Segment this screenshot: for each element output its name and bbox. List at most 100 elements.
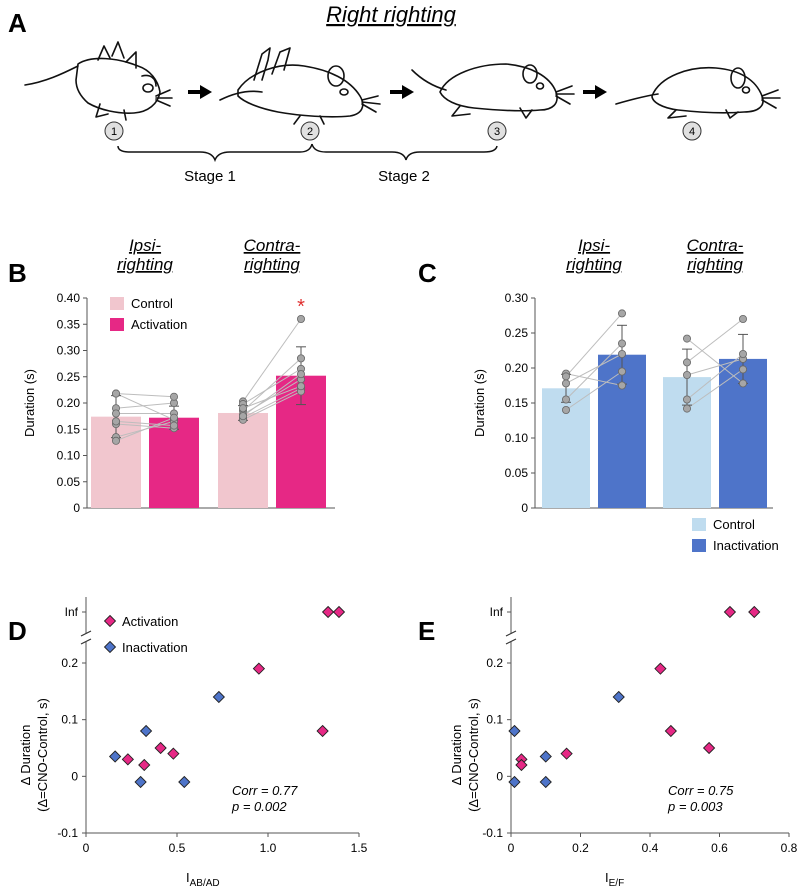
legend-label: Control: [713, 517, 755, 532]
x-axis-label: IE/F: [605, 870, 624, 888]
group-header: righting: [244, 255, 300, 274]
pair-line: [565, 313, 623, 377]
arrow-icon: [583, 85, 607, 99]
point-activation: [316, 724, 329, 738]
step-badge-2: 2: [300, 121, 320, 141]
y-tick-label: 0.40: [57, 291, 81, 305]
point-activation: [252, 662, 266, 675]
correlation-label: Corr = 0.77: [232, 783, 298, 798]
axis-break: [80, 638, 92, 645]
point-activation: [664, 724, 677, 738]
data-point: [683, 395, 692, 404]
panel-a-title: Right righting: [326, 2, 456, 27]
pair-line: [115, 393, 175, 421]
data-point: [562, 395, 571, 404]
point-activation: [167, 747, 180, 760]
legend-marker: [103, 614, 117, 628]
chart-c: 0 0.05 0.10 0.15 0.20 0.25 0.30 Duration (s) Ips…: [472, 236, 779, 553]
y-tick-label: 0.15: [505, 396, 529, 410]
y-tick-label: 0.10: [505, 431, 529, 445]
pair-line: [565, 373, 623, 386]
y-tick-label: 0: [73, 501, 80, 515]
pair-line: [242, 387, 302, 419]
chart-e: -0.1 0 0.1 0.2 Inf 0 0.2 0.4 0.6 0.8 IE/F Δ Duratio…: [449, 597, 798, 888]
x-axis-label-sub: AB/AD: [190, 878, 220, 888]
data-point: [739, 365, 748, 374]
significance-star: *: [297, 296, 305, 318]
group-header: righting: [566, 255, 622, 274]
legend-marker: [103, 640, 117, 654]
step-number: 2: [307, 126, 313, 138]
mouse-illustration-2: [219, 47, 381, 125]
bar-control: [218, 412, 268, 508]
bar-activation: [149, 417, 199, 508]
mouse-illustration-1: [24, 41, 173, 121]
mouse-illustration-3: [411, 63, 575, 119]
y-tick-label: 0.2: [486, 656, 503, 670]
group-header: righting: [117, 255, 173, 274]
point-activation: [560, 747, 573, 760]
data-point: [562, 405, 571, 414]
legend-label: Activation: [122, 614, 178, 629]
step-badge-3: 3: [487, 121, 507, 141]
y-axis-label: Δ Duration: [18, 725, 33, 786]
pair-line: [242, 391, 302, 421]
point-activation: [515, 758, 528, 772]
x-tick-label: 0: [508, 841, 515, 855]
data-point: [238, 404, 247, 413]
x-tick-label: 0.8: [781, 841, 798, 855]
point-inactivation: [539, 750, 552, 763]
point-activation: [121, 753, 134, 766]
stage-2-brace: [311, 143, 498, 161]
correlation-label: Corr = 0.75: [668, 783, 734, 798]
axis-break: [80, 630, 92, 637]
data-point: [683, 358, 692, 367]
y-tick-label: 0.10: [57, 449, 81, 463]
y-tick-label: 0.1: [61, 713, 78, 727]
group-header: Ipsi-: [129, 236, 161, 255]
y-axis-label: Duration (s): [472, 369, 487, 437]
pair-line: [242, 385, 302, 409]
legend-swatch: [692, 539, 706, 552]
step-number: 3: [494, 126, 500, 138]
y-tick-label: 0.15: [57, 422, 81, 436]
legend-label: Inactivation: [713, 538, 779, 553]
data-point: [739, 349, 748, 358]
pair-line: [242, 318, 302, 402]
y-axis-label: Duration (s): [22, 369, 37, 437]
point-activation: [654, 662, 667, 675]
pair-line: [686, 368, 744, 410]
y-tick-label: 0: [521, 501, 528, 515]
legend-label: Control: [131, 296, 173, 311]
axis-break: [505, 638, 517, 645]
pair-line: [565, 343, 623, 400]
pair-line: [686, 318, 744, 363]
pair-line: [115, 417, 175, 442]
p-value-label: p = 0.003: [667, 799, 723, 814]
data-point: [112, 409, 121, 418]
arrow-icon: [390, 85, 414, 99]
data-point: [683, 334, 692, 343]
y-tick-label: -0.1: [57, 826, 78, 840]
pair-line: [115, 402, 175, 409]
panel-label-d: D: [8, 616, 27, 646]
group-header: Contra-: [687, 236, 744, 255]
y-tick-label: 0: [71, 769, 78, 783]
x-axis-label-main: I: [186, 870, 190, 885]
panel-label-a: A: [8, 8, 27, 38]
legend-swatch: [110, 318, 124, 331]
point-activation: [154, 741, 167, 755]
stage-1-brace: [117, 143, 313, 163]
data-point: [112, 417, 121, 426]
point-inactivation: [539, 775, 552, 789]
step-badge-4: 4: [682, 121, 702, 141]
axis-break: [505, 630, 517, 637]
mouse-illustration-4: [615, 66, 781, 119]
stage-1-label: Stage 1: [184, 168, 236, 185]
y-tick-label: 0.30: [57, 344, 81, 358]
point-inf-activation: [321, 605, 335, 619]
pair-line: [115, 393, 175, 398]
group-header: Ipsi-: [578, 236, 610, 255]
step-number: 4: [689, 126, 695, 138]
